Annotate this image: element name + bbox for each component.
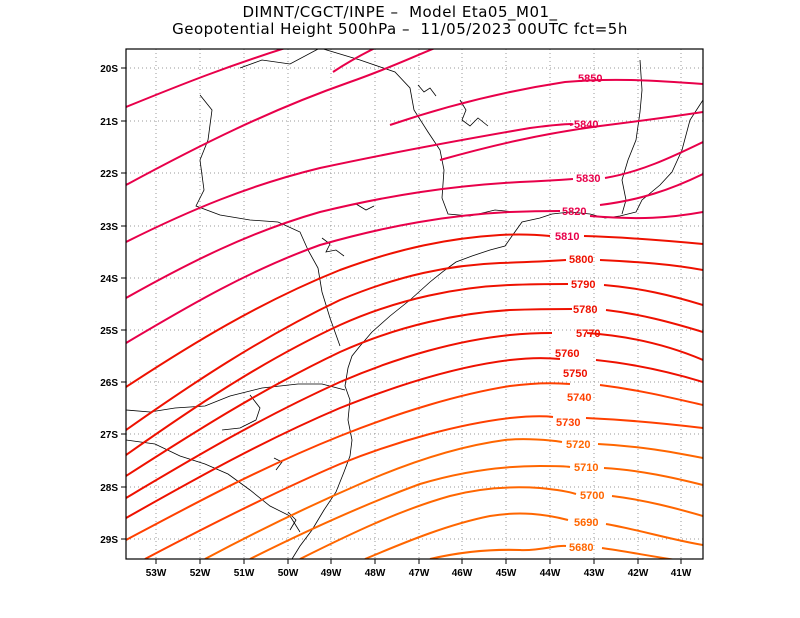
contour-5770-b [605,309,703,333]
contour-5830 [126,123,574,243]
contour-5790 [126,259,567,431]
contour-label-5680: 5680 [569,542,593,554]
contour-label-5830: 5830 [576,173,600,185]
contour-label-5780: 5780 [573,304,597,316]
lon-label-51w: 51W [234,568,255,579]
title-line-1: DIMNT/CGCT/INPE – Model Eta05_M01_ [242,3,558,21]
contour-label-5810: 5810 [555,231,579,243]
lon-label-47w: 47W [409,568,430,579]
longitude-labels: 53W 52W 51W 50W 49W 48W 47W 46W 45W 44W … [146,568,692,579]
contour-5720-b [597,443,703,459]
contour-5780 [126,283,569,456]
contour-5850-c [389,78,703,126]
contour-5680-b [601,547,677,559]
lon-label-49w: 49W [321,568,342,579]
contour-5790-b [599,259,703,271]
contour-5700-b [611,495,703,517]
contour-5840-b [439,111,703,161]
title-line-2: Geopotential Height 500hPa – 11/05/2023 … [172,20,628,38]
lon-label-42w: 42W [628,568,649,579]
contour-5730 [144,415,554,559]
contour-5710-b [603,467,703,486]
contour-5760 [126,332,553,499]
map-grid [126,49,703,559]
contour-label-5790: 5790 [571,279,595,291]
contour-label-5720: 5720 [566,439,590,451]
lat-label-24s: 24S [100,274,118,285]
contour-5720 [204,438,563,559]
lat-label-28s: 28S [100,483,118,494]
contour-5750-b [595,359,703,383]
lon-label-43w: 43W [584,568,605,579]
contour-5740 [126,382,571,541]
lat-label-25s: 25S [100,326,118,337]
contour-label-5690: 5690 [574,517,598,529]
lat-label-27s: 27S [100,430,118,441]
lat-label-20s: 20S [100,64,118,75]
latitude-labels: 20S 21S 22S 23S 24S 25S 26S 27S 28S 29S [100,64,118,546]
map-frame [125,48,704,560]
lon-label-46w: 46W [452,568,473,579]
map-title: DIMNT/CGCT/INPE – Model Eta05_M01_ Geopo… [0,4,800,38]
lat-label-21s: 21S [100,117,118,128]
contour-5850-b [332,49,376,73]
coastline-and-borders [126,49,703,559]
lon-label-44w: 44W [540,568,561,579]
contour-label-5700: 5700 [580,490,604,502]
contour-label-5850: 5850 [578,73,602,85]
lat-label-29s: 29S [100,535,118,546]
contour-label-5840: 5840 [574,119,598,131]
contour-5850 [126,49,286,108]
contour-label-5750: 5750 [563,368,587,380]
geopotential-contours [126,49,703,559]
contour-5830-b [604,141,703,179]
lon-label-41w: 41W [671,568,692,579]
contour-5770 [126,308,573,477]
contour-5690 [364,512,569,559]
contour-label-5770: 5770 [576,328,600,340]
contour-5730-b [585,417,703,429]
lon-label-53w: 53W [146,568,167,579]
contour-5710 [249,464,571,559]
contour-5690-b [605,523,703,546]
contour-label-5710: 5710 [574,462,598,474]
contour-5680 [429,544,567,559]
contour-label-5800: 5800 [569,254,593,266]
lat-label-22s: 22S [100,169,118,180]
contour-label-5730: 5730 [556,417,580,429]
contour-5750 [126,357,561,519]
lon-label-45w: 45W [496,568,517,579]
contour-label-5740: 5740 [567,392,591,404]
latitude-axis [121,67,126,540]
contour-5740-b [599,384,703,406]
longitude-axis [155,559,682,564]
lon-label-52w: 52W [190,568,211,579]
contour-5780-b [603,284,703,306]
contour-5800-b [583,235,703,245]
lon-label-50w: 50W [278,568,299,579]
contour-5760-b [586,332,703,361]
contour-labels: 5850 5840 5830 5820 5810 5800 5790 5780 … [555,73,604,554]
contour-5820 [126,178,574,299]
contour-5820-b [599,173,703,206]
contour-label-5760: 5760 [555,348,579,360]
lat-label-23s: 23S [100,222,118,233]
lat-label-26s: 26S [100,378,118,389]
contour-label-5820: 5820 [562,206,586,218]
contour-5840 [126,49,436,186]
lon-label-48w: 48W [365,568,386,579]
contour-5810 [126,210,561,344]
contour-5810-b [589,211,703,220]
contour-5800 [126,233,551,388]
contour-5700 [299,486,577,559]
